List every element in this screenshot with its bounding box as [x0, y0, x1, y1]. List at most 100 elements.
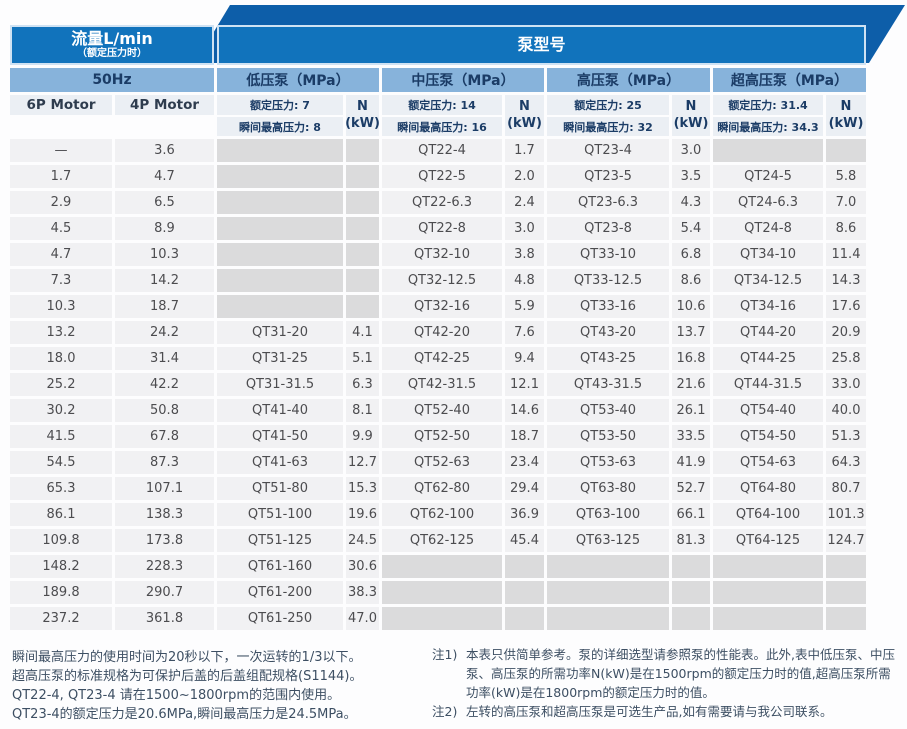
blank-cell	[10, 117, 112, 136]
uhp-power-cell: 51.3	[826, 425, 866, 448]
lp-model-cell	[217, 217, 343, 240]
mp-power-cell: 23.4	[505, 451, 544, 474]
mp-model-cell: QT42-25	[382, 347, 502, 370]
hp-power-cell: 13.7	[672, 321, 710, 344]
flow-6p-cell: 237.2	[10, 607, 112, 630]
flow-6p-cell: 1.7	[10, 165, 112, 188]
flow-subtitle: （额定压力时）	[77, 47, 147, 59]
flow-4p-cell: 14.2	[115, 269, 214, 292]
table-row: 86.1 138.3 QT51-100 19.6 QT62-100 36.9 QT63-10…	[10, 503, 866, 526]
pump-model-header-cell: 泵型号	[217, 25, 866, 65]
uhp-power-cell: 11.4	[826, 243, 866, 266]
hp-power-cell	[672, 581, 710, 604]
lp-power-cell: 38.3	[346, 581, 379, 604]
mp-model-cell: QT42-31.5	[382, 373, 502, 396]
power-n-label: N	[685, 99, 697, 115]
lp-power-cell: 24.5	[346, 529, 379, 552]
power-n-label: N	[840, 99, 852, 115]
lp-model-cell: QT61-200	[217, 581, 343, 604]
motor-4p-header: 4P Motor	[115, 95, 214, 115]
flow-4p-cell: 24.2	[115, 321, 214, 344]
hp-power-cell: 52.7	[672, 477, 710, 500]
notes-left: 瞬间最高压力的使用时间为20秒以下，一次运转的1/3以下。 超高压泵的标准规格为…	[12, 648, 427, 724]
uhp-model-cell: QT24-8	[713, 217, 823, 240]
flow-4p-cell: 87.3	[115, 451, 214, 474]
hp-rated-pressure: 额定压力: 25	[547, 95, 669, 115]
lp-power-cell: 4.1	[346, 321, 379, 344]
uhp-power-cell: 33.0	[826, 373, 866, 396]
ultra-high-pressure-header: 超高压泵（MPa）	[713, 68, 866, 92]
hp-model-cell: QT43-31.5	[547, 373, 669, 396]
high-pressure-header: 高压泵（MPa）	[547, 68, 710, 92]
flow-4p-cell: 138.3	[115, 503, 214, 526]
uhp-power-cell: 64.3	[826, 451, 866, 474]
power-kw-label: (kW)	[507, 115, 542, 131]
power-kw-label: (kW)	[345, 115, 380, 131]
hp-power-cell: 10.6	[672, 295, 710, 318]
blank-cell	[115, 117, 214, 136]
table-row: 1.7 4.7 QT22-5 2.0 QT23-5 3.5 QT24-5 5.8	[10, 165, 866, 188]
note-prefix: 注2)	[432, 704, 458, 719]
mp-power-cell: 3.0	[505, 217, 544, 240]
mp-model-cell: QT32-10	[382, 243, 502, 266]
note-line: QT23-4的额定压力是20.6MPa,瞬间最高压力是24.5MPa。	[12, 707, 357, 722]
uhp-model-cell: QT44-20	[713, 321, 823, 344]
mp-model-cell: QT32-12.5	[382, 269, 502, 292]
note-line: QT22-4, QT23-4 请在1500~1800rpm的范围内使用。	[12, 688, 341, 703]
mp-power-cell: 36.9	[505, 503, 544, 526]
hp-peak-pressure: 瞬间最高压力: 32	[547, 117, 669, 136]
lp-model-cell	[217, 191, 343, 214]
lp-power-cell: 19.6	[346, 503, 379, 526]
lp-power-cell	[346, 269, 379, 292]
table-row: 237.2 361.8 QT61-250 47.0	[10, 607, 866, 630]
flow-6p-cell: 10.3	[10, 295, 112, 318]
hp-model-cell: QT63-80	[547, 477, 669, 500]
lp-power-cell: 12.7	[346, 451, 379, 474]
lp-model-cell: QT41-40	[217, 399, 343, 422]
lp-model-cell	[217, 165, 343, 188]
flow-4p-cell: 4.7	[115, 165, 214, 188]
table-row: 7.3 14.2 QT32-12.5 4.8 QT33-12.5 8.6 QT34-12.5…	[10, 269, 866, 292]
flow-6p-cell: 2.9	[10, 191, 112, 214]
lp-model-cell	[217, 295, 343, 318]
lp-power-cell: 6.3	[346, 373, 379, 396]
mp-power-cell: 12.1	[505, 373, 544, 396]
table-row: 41.5 67.8 QT41-50 9.9 QT52-50 18.7 QT53-50 33.5…	[10, 425, 866, 448]
lp-model-cell: QT51-125	[217, 529, 343, 552]
hp-power-cell: 8.6	[672, 269, 710, 292]
hp-model-cell: QT33-16	[547, 295, 669, 318]
table-row: 54.5 87.3 QT41-63 12.7 QT52-63 23.4 QT53-63 41.…	[10, 451, 866, 474]
hp-power-cell: 41.9	[672, 451, 710, 474]
uhp-model-cell: QT54-40	[713, 399, 823, 422]
uhp-model-cell: QT34-10	[713, 243, 823, 266]
mp-model-cell	[382, 555, 502, 578]
mid-pressure-header: 中压泵（MPa）	[382, 68, 544, 92]
table-row: 30.2 50.8 QT41-40 8.1 QT52-40 14.6 QT53-40 26.1…	[10, 399, 866, 422]
mp-model-cell: QT22-4	[382, 139, 502, 162]
table-row: 13.2 24.2 QT31-20 4.1 QT42-20 7.6 QT43-20 13.7 Q…	[10, 321, 866, 344]
mp-power-cell	[505, 581, 544, 604]
pump-model-title: 泵型号	[517, 34, 566, 54]
power-n-label: N	[519, 99, 530, 115]
flow-4p-cell: 31.4	[115, 347, 214, 370]
notes-right: 注1) 本表只供简单参考。泵的详细选型请参照泵的性能表。此外,表中低压泵、中压泵…	[432, 645, 902, 721]
uhp-model-cell: QT34-16	[713, 295, 823, 318]
uhp-power-cell: 80.7	[826, 477, 866, 500]
lp-rated-pressure: 额定压力: 7	[217, 95, 343, 115]
hp-power-cell: 3.5	[672, 165, 710, 188]
uhp-model-cell: QT54-63	[713, 451, 823, 474]
flow-6p-cell: 4.7	[10, 243, 112, 266]
lp-model-cell: QT31-25	[217, 347, 343, 370]
uhp-rated-pressure: 额定压力: 31.4	[713, 95, 823, 115]
table-header-row-2: 50Hz 低压泵（MPa） 中压泵（MPa） 高压泵（MPa） 超高压泵（MPa…	[10, 68, 866, 92]
flow-4p-cell: 290.7	[115, 581, 214, 604]
uhp-power-cell: 8.6	[826, 217, 866, 240]
hp-power-cell: 26.1	[672, 399, 710, 422]
lp-power-cell: 9.9	[346, 425, 379, 448]
uhp-power-cell: 25.8	[826, 347, 866, 370]
table-row: 109.8 173.8 QT51-125 24.5 QT62-125 45.4 QT63-1…	[10, 529, 866, 552]
mp-model-cell: QT62-125	[382, 529, 502, 552]
flow-4p-cell: 18.7	[115, 295, 214, 318]
flow-4p-cell: 173.8	[115, 529, 214, 552]
hp-power-cell: 16.8	[672, 347, 710, 370]
